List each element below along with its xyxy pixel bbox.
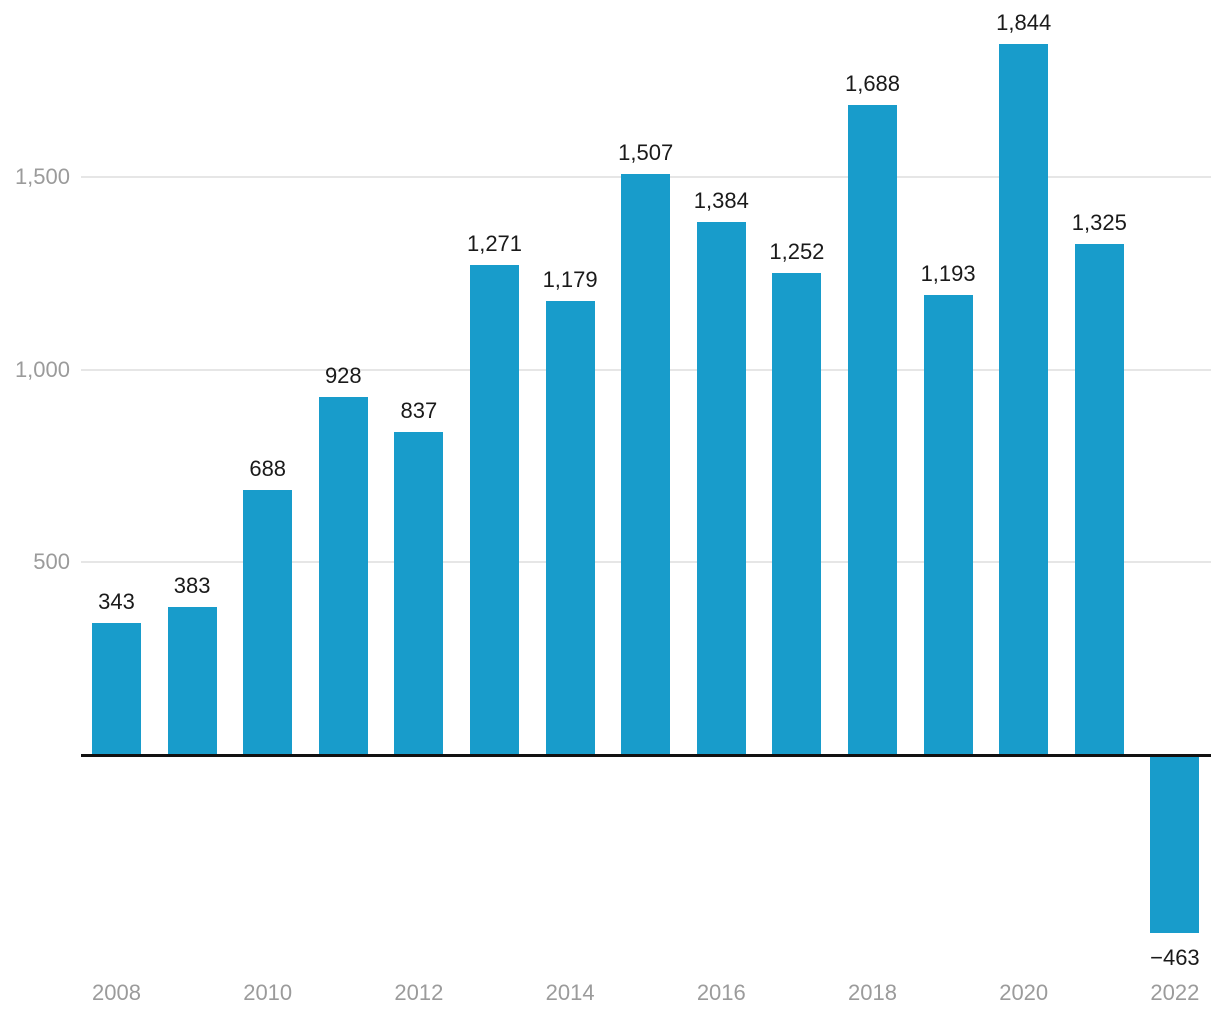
value-label-2015: 1,507	[618, 140, 674, 166]
bar-2017	[772, 272, 822, 755]
value-label-2011: 928	[324, 363, 362, 389]
value-label-2009: 383	[173, 573, 211, 599]
y-tick-label-1000: 1,000	[14, 356, 70, 382]
bar-2019	[923, 295, 973, 755]
bar-2022	[1150, 755, 1200, 934]
bar-2009	[167, 607, 217, 755]
bar-2015	[621, 174, 671, 755]
value-label-2014: 1,179	[542, 266, 598, 292]
x-tick-label-2018: 2018	[848, 980, 897, 1005]
value-label-2016: 1,384	[693, 187, 749, 213]
x-tick-label-2012: 2012	[394, 980, 444, 1005]
bar-2021	[1074, 244, 1124, 755]
x-tick-label-2020: 2020	[999, 980, 1049, 1005]
value-label-2012: 837	[400, 398, 438, 424]
bar-2008	[92, 622, 141, 755]
value-label-2018: 1,688	[844, 70, 901, 96]
bar-2014	[545, 300, 595, 755]
bar-2013	[470, 265, 519, 755]
bar-2016	[696, 221, 746, 755]
value-label-2020: 1,844	[996, 10, 1052, 36]
x-tick-label-2014: 2014	[545, 980, 595, 1005]
value-label-2022: −463	[1150, 945, 1200, 971]
bar-2010	[243, 489, 293, 755]
value-label-2021: 1,325	[1071, 210, 1127, 236]
bar-2012	[394, 432, 444, 755]
zero-baseline	[81, 754, 1211, 757]
bar-2018	[848, 104, 897, 755]
y-tick-label-500: 500	[33, 549, 70, 575]
bar-2011	[318, 397, 368, 755]
value-label-2019: 1,193	[920, 261, 976, 287]
value-label-2017: 1,252	[769, 238, 825, 264]
y-tick-label-1500: 1,500	[14, 164, 70, 189]
bar-2020	[999, 44, 1049, 755]
value-label-2008: 343	[98, 588, 135, 614]
x-tick-label-2016: 2016	[696, 980, 746, 1005]
x-tick-label-2008: 2008	[92, 980, 141, 1005]
value-label-2013: 1,271	[466, 231, 523, 257]
x-tick-label-2010: 2010	[243, 980, 293, 1005]
x-tick-label-2022: 2022	[1150, 980, 1200, 1005]
value-label-2010: 688	[249, 455, 287, 481]
